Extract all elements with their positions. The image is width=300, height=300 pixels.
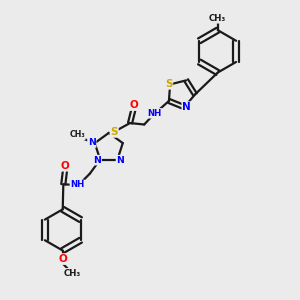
Text: N: N	[88, 138, 96, 147]
Text: O: O	[60, 161, 69, 171]
Text: N: N	[116, 156, 124, 165]
Text: S: S	[110, 127, 118, 137]
Text: N: N	[182, 102, 191, 112]
Text: NH: NH	[70, 180, 85, 189]
Text: CH₃: CH₃	[209, 14, 226, 23]
Text: CH₃: CH₃	[64, 269, 81, 278]
Text: O: O	[58, 254, 67, 264]
Text: NH: NH	[148, 109, 162, 118]
Text: O: O	[130, 100, 139, 110]
Text: N: N	[93, 156, 101, 165]
Text: CH₃: CH₃	[69, 130, 85, 140]
Text: S: S	[165, 79, 172, 89]
